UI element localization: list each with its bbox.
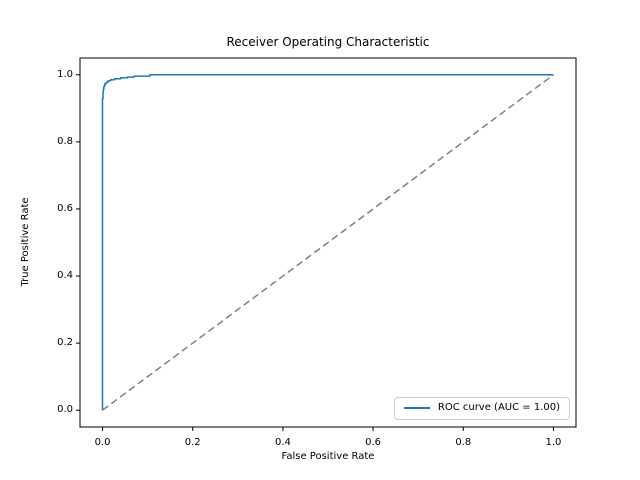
x-tick-label: 1.0 — [545, 437, 562, 448]
x-tick-label: 0.0 — [94, 437, 111, 448]
legend-line-sample — [403, 407, 430, 409]
x-tick-label: 0.4 — [274, 437, 291, 448]
y-tick-label: 1.0 — [57, 68, 73, 80]
y-tick-label: 0.8 — [57, 135, 73, 147]
roc-curve-line — [101, 74, 554, 411]
legend-label: ROC curve (AUC = 1.00) — [437, 402, 560, 413]
chance-diagonal-line — [102, 74, 554, 411]
x-axis-label: False Positive Rate — [281, 451, 375, 462]
plot-border — [79, 57, 577, 428]
x-tick-label: 0.8 — [455, 437, 472, 448]
legend: ROC curve (AUC = 1.00) — [393, 397, 570, 420]
x-tick-label: 0.2 — [184, 437, 201, 448]
y-tick-label: 0.6 — [57, 202, 73, 214]
y-tick-label: 0.2 — [57, 337, 73, 349]
x-tick-label: 0.6 — [365, 437, 382, 448]
y-tick-label: 0.4 — [57, 270, 73, 282]
y-tick-label: 0.0 — [57, 404, 73, 416]
chart-title: Receiver Operating Characteristic — [226, 35, 430, 49]
